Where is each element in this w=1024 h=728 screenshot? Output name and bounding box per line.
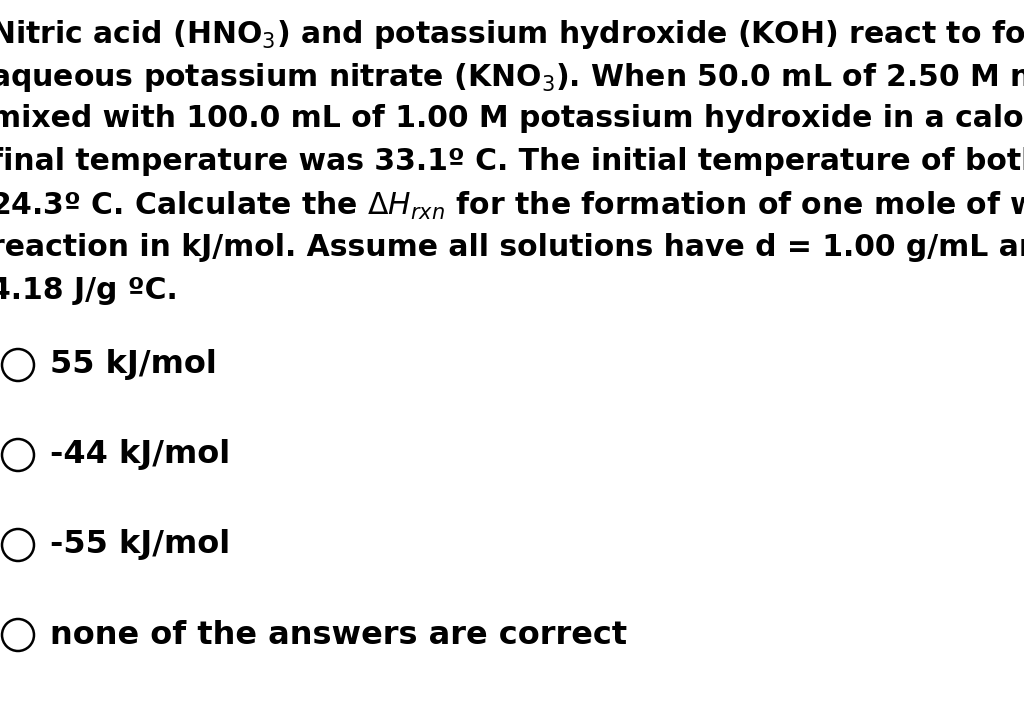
Text: -44 kJ/mol: -44 kJ/mol: [50, 440, 230, 470]
Text: aqueous potassium nitrate (KNO$_3$). When 50.0 mL of 2.50 M nitric acid was: aqueous potassium nitrate (KNO$_3$). Whe…: [0, 61, 1024, 94]
Text: -55 kJ/mol: -55 kJ/mol: [50, 529, 230, 561]
Text: final temperature was 33.1º C. The initial temperature of both solutions was: final temperature was 33.1º C. The initi…: [0, 147, 1024, 176]
Text: Nitric acid (HNO$_3$) and potassium hydroxide (KOH) react to form water and: Nitric acid (HNO$_3$) and potassium hydr…: [0, 18, 1024, 51]
Text: 55 kJ/mol: 55 kJ/mol: [50, 349, 217, 381]
Text: mixed with 100.0 mL of 1.00 M potassium hydroxide in a calorimeter, the: mixed with 100.0 mL of 1.00 M potassium …: [0, 104, 1024, 133]
Text: none of the answers are correct: none of the answers are correct: [50, 620, 627, 651]
Text: reaction in kJ/mol. Assume all solutions have d = 1.00 g/mL and specific heat: reaction in kJ/mol. Assume all solutions…: [0, 233, 1024, 262]
Text: 4.18 J/g ºC.: 4.18 J/g ºC.: [0, 276, 178, 305]
Text: 24.3º C. Calculate the $\Delta H_{rxn}$ for the formation of one mole of water i: 24.3º C. Calculate the $\Delta H_{rxn}$ …: [0, 190, 1024, 222]
